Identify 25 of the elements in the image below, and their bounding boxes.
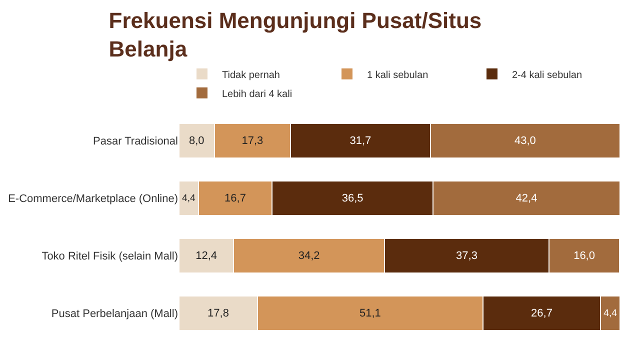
data-label: 31,7 — [350, 134, 372, 147]
data-label: 43,0 — [514, 134, 536, 147]
y-tick-label: E-Commerce/Marketplace (Online) — [8, 193, 178, 206]
data-label: 16,0 — [574, 250, 595, 262]
legend-label: Tidak pernah — [222, 70, 280, 81]
y-tick-label: Pusat Perbelanjaan (Mall) — [51, 308, 178, 320]
y-tick-label: Toko Ritel Fisik (selain Mall) — [42, 250, 178, 263]
legend-label: 1 kali sebulan — [367, 70, 428, 81]
data-label: 42,4 — [516, 192, 538, 204]
data-label: 34,2 — [298, 250, 320, 262]
chart-title: Frekuensi Mengunjungi Pusat/Situs Belanja — [108, 8, 482, 62]
data-label: 51,1 — [359, 307, 381, 320]
data-label: 36,5 — [342, 192, 364, 204]
data-label: 16,7 — [224, 192, 246, 204]
y-tick-label: Pasar Tradisional — [93, 136, 178, 148]
data-label: 4,4 — [182, 192, 196, 204]
data-label: 26,7 — [531, 307, 552, 320]
legend-label: 2-4 kali sebulan — [512, 70, 582, 81]
data-label: 17,3 — [242, 134, 264, 147]
data-label: 4,4 — [604, 308, 618, 319]
data-label: 37,3 — [456, 250, 478, 262]
data-label: 17,8 — [208, 307, 229, 320]
data-label: 8,0 — [188, 134, 204, 147]
data-label: 12,4 — [196, 250, 218, 262]
legend-label: Lebih dari 4 kali — [222, 88, 292, 100]
